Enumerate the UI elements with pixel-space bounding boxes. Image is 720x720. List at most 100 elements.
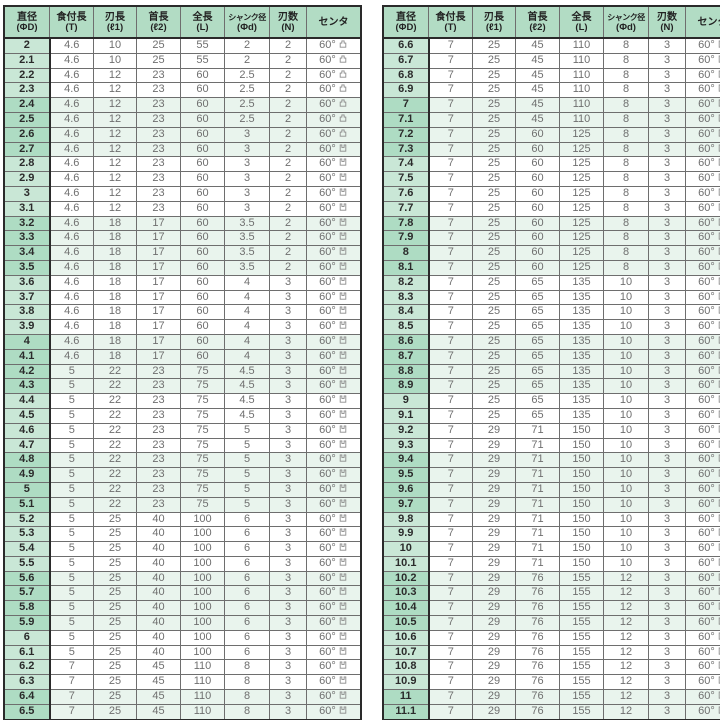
cell-neck-length: 65 bbox=[515, 289, 560, 306]
cell-center: 60° bbox=[306, 185, 362, 202]
cell-shank-diameter: 10 bbox=[603, 511, 649, 528]
cell-flute-length: 25 bbox=[472, 97, 516, 113]
cell-diameter: 6.2 bbox=[3, 659, 51, 676]
cell-flute-count: 2 bbox=[269, 67, 307, 84]
concave-center-icon bbox=[339, 365, 347, 374]
cell-overall-length: 60 bbox=[180, 97, 225, 113]
cell-shank-diameter: 3 bbox=[224, 185, 270, 202]
cell-flute-length: 10 bbox=[93, 37, 137, 54]
cell-overall-length: 55 bbox=[180, 52, 225, 69]
cell-diameter: 3.9 bbox=[3, 319, 51, 335]
cell-flute-length: 22 bbox=[93, 496, 137, 513]
cell-center: 60° bbox=[306, 481, 362, 498]
cell-diameter: 3.1 bbox=[3, 200, 51, 217]
cell-shank-diameter: 10 bbox=[603, 452, 649, 469]
cell-chamfer-length: 7 bbox=[428, 467, 473, 483]
cell-flute-count: 3 bbox=[648, 348, 686, 365]
cell-overall-length: 150 bbox=[559, 422, 604, 439]
cell-center: 60° bbox=[685, 467, 720, 483]
cell-flute-length: 29 bbox=[472, 467, 516, 483]
cell-chamfer-length: 7 bbox=[428, 319, 473, 335]
cell-center: 60° bbox=[685, 304, 720, 321]
cell-center: 60° bbox=[685, 141, 720, 158]
cell-flute-length: 25 bbox=[472, 363, 516, 380]
cell-flute-count: 3 bbox=[648, 141, 686, 158]
cell-flute-length: 25 bbox=[93, 659, 137, 676]
cell-shank-diameter: 3 bbox=[224, 200, 270, 217]
cell-chamfer-length: 7 bbox=[428, 600, 473, 617]
cell-neck-length: 71 bbox=[515, 437, 560, 454]
cell-shank-diameter: 8 bbox=[603, 259, 649, 276]
cell-flute-length: 25 bbox=[472, 245, 516, 261]
cell-diameter: 4 bbox=[3, 333, 51, 350]
cell-neck-length: 45 bbox=[515, 52, 560, 69]
cell-shank-diameter: 12 bbox=[603, 585, 649, 602]
cell-overall-length: 150 bbox=[559, 467, 604, 483]
table-row: 10.7 7 29 76 155 12 3 60° bbox=[382, 644, 720, 661]
table-row: 9.2 7 29 71 150 10 3 60° bbox=[382, 422, 720, 439]
cell-chamfer-length: 5 bbox=[49, 511, 94, 528]
header-row: 直径 (ΦD) 食付長 (T) 刃長 (ℓ1) 首長 (ℓ2) 全長 (L) シャンク径 (Φd) 刃数… bbox=[382, 5, 720, 39]
cell-overall-length: 110 bbox=[180, 689, 225, 705]
table-row: 9.5 7 29 71 150 10 3 60° bbox=[382, 467, 720, 483]
cell-neck-length: 65 bbox=[515, 393, 560, 409]
table-row: 3.1 4.6 12 23 60 3 2 60° bbox=[3, 200, 362, 217]
cell-overall-length: 155 bbox=[559, 689, 604, 705]
table-row: 8.7 7 25 65 135 10 3 60° bbox=[382, 348, 720, 365]
cell-shank-diameter: 3.5 bbox=[224, 215, 270, 232]
table-row: 7.4 7 25 60 125 8 3 60° bbox=[382, 156, 720, 173]
cell-center: 60° bbox=[685, 407, 720, 424]
cell-chamfer-length: 7 bbox=[428, 481, 473, 498]
cell-shank-diameter: 3 bbox=[224, 156, 270, 173]
cell-flute-length: 12 bbox=[93, 141, 137, 158]
cell-overall-length: 110 bbox=[180, 659, 225, 676]
cell-overall-length: 75 bbox=[180, 496, 225, 513]
cell-chamfer-length: 7 bbox=[428, 615, 473, 631]
table-row: 3.8 4.6 18 17 60 4 3 60° bbox=[3, 304, 362, 321]
cell-chamfer-length: 5 bbox=[49, 496, 94, 513]
cell-shank-diameter: 8 bbox=[603, 141, 649, 158]
convex-center-icon bbox=[339, 114, 347, 122]
cell-center: 60° bbox=[306, 526, 362, 543]
table-row: 7.5 7 25 60 125 8 3 60° bbox=[382, 171, 720, 187]
table-row: 2.1 4.6 10 25 55 2 2 60° bbox=[3, 52, 362, 69]
cell-flute-length: 29 bbox=[472, 629, 516, 646]
cell-overall-length: 110 bbox=[180, 674, 225, 691]
cell-shank-diameter: 2 bbox=[224, 52, 270, 69]
cell-chamfer-length: 4.6 bbox=[49, 67, 94, 84]
cell-chamfer-length: 7 bbox=[428, 570, 473, 587]
cell-chamfer-length: 5 bbox=[49, 378, 94, 395]
table-row: 7.6 7 25 60 125 8 3 60° bbox=[382, 185, 720, 202]
cell-chamfer-length: 5 bbox=[49, 422, 94, 439]
table-row: 5.1 5 22 23 75 5 3 60° bbox=[3, 496, 362, 513]
table-row: 10.8 7 29 76 155 12 3 60° bbox=[382, 659, 720, 676]
cell-diameter: 2.2 bbox=[3, 67, 51, 84]
cell-chamfer-length: 7 bbox=[428, 82, 473, 99]
cell-center: 60° bbox=[685, 37, 720, 54]
cell-flute-count: 2 bbox=[269, 215, 307, 232]
table-row: 3.2 4.6 18 17 60 3.5 2 60° bbox=[3, 215, 362, 232]
cell-shank-diameter: 2 bbox=[224, 37, 270, 54]
cell-shank-diameter: 10 bbox=[603, 437, 649, 454]
cell-chamfer-length: 5 bbox=[49, 437, 94, 454]
cell-overall-length: 110 bbox=[559, 111, 604, 128]
cell-center: 60° bbox=[685, 689, 720, 705]
cell-flute-length: 25 bbox=[472, 230, 516, 247]
cell-flute-length: 25 bbox=[472, 82, 516, 99]
cell-flute-length: 22 bbox=[93, 452, 137, 469]
cell-flute-length: 12 bbox=[93, 126, 137, 143]
cell-neck-length: 60 bbox=[515, 200, 560, 217]
cell-shank-diameter: 8 bbox=[603, 52, 649, 69]
cell-flute-length: 29 bbox=[472, 422, 516, 439]
cell-flute-count: 3 bbox=[648, 156, 686, 173]
cell-neck-length: 17 bbox=[136, 274, 181, 291]
cell-shank-diameter: 12 bbox=[603, 644, 649, 661]
cell-neck-length: 17 bbox=[136, 245, 181, 261]
table-row: 2.8 4.6 12 23 60 3 2 60° bbox=[3, 156, 362, 173]
table-row: 4.8 5 22 23 75 5 3 60° bbox=[3, 452, 362, 469]
cell-diameter: 6.1 bbox=[3, 644, 51, 661]
cell-flute-length: 25 bbox=[93, 629, 137, 646]
cell-shank-diameter: 8 bbox=[224, 703, 270, 720]
cell-flute-count: 3 bbox=[648, 259, 686, 276]
table-row: 5.6 5 25 40 100 6 3 60° bbox=[3, 570, 362, 587]
